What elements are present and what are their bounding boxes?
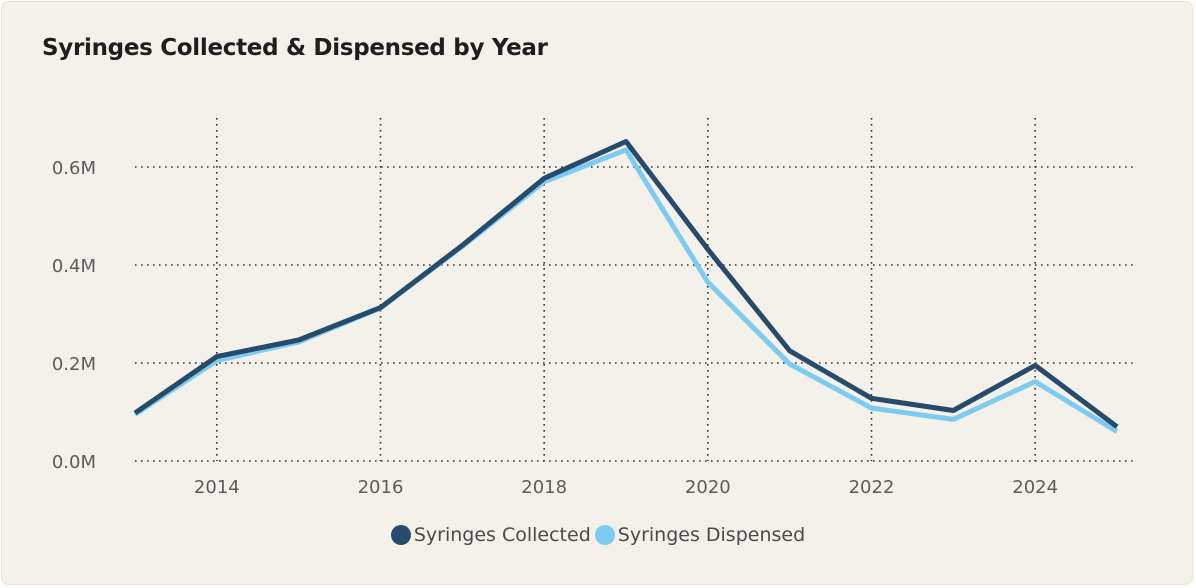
legend-label-collected: Syringes Collected (413, 524, 591, 546)
x-tick-label: 2014 (194, 477, 240, 498)
grid-lines (135, 118, 1135, 462)
series-lines (133, 139, 1119, 434)
legend-marker-dispensed-icon (594, 525, 615, 545)
chart-title: Syringes Collected & Dispensed by Year (42, 35, 548, 61)
x-tick-label: 2022 (849, 477, 895, 498)
x-tick-label: 2020 (685, 477, 731, 498)
legend-label-dispensed: Syringes Dispensed (617, 524, 806, 546)
axis-ticks: 0.0M 0.2M 0.4M 0.6M 2014 2016 2018 2020 2022 2024 (52, 158, 1058, 498)
legend-marker-collected-icon (390, 525, 411, 545)
y-tick-label: 0.4M (52, 256, 96, 277)
x-tick-label: 2016 (358, 477, 404, 498)
x-tick-label: 2018 (521, 477, 567, 498)
y-tick-label: 0.6M (52, 158, 96, 179)
legend-item-collected[interactable]: Syringes Collected (390, 524, 591, 546)
x-tick-label: 2024 (1012, 477, 1058, 498)
series-line-collected[interactable] (133, 139, 1119, 429)
y-tick-label: 0.0M (52, 452, 96, 473)
series-line-dispensed[interactable] (133, 147, 1119, 434)
y-tick-label: 0.2M (52, 354, 96, 375)
legend-item-dispensed[interactable]: Syringes Dispensed (594, 524, 806, 546)
legend: Syringes Collected Syringes Dispensed (0, 524, 1196, 546)
